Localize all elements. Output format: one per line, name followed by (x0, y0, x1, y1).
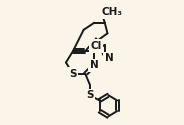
Text: S: S (86, 90, 93, 100)
Text: Cl: Cl (90, 41, 102, 51)
Text: S: S (69, 69, 77, 79)
Text: CH₃: CH₃ (101, 7, 122, 17)
Text: N: N (90, 60, 99, 70)
Text: N: N (105, 53, 114, 63)
